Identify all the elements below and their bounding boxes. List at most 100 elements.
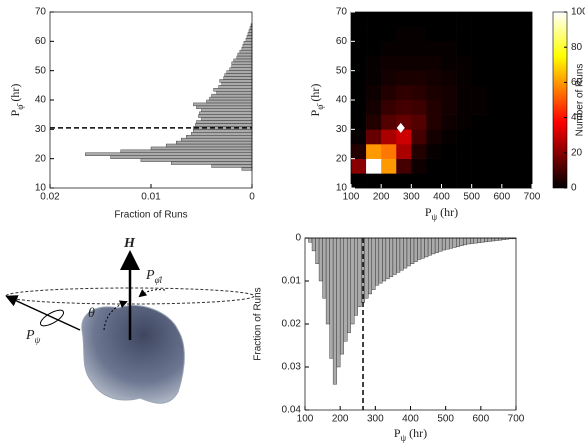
heatmap-cell [456,129,472,145]
heatmap-cell [471,114,488,130]
bar [211,93,253,98]
heatmap-cell [366,70,382,86]
y-tick-label: 10 [336,183,348,194]
bar [354,237,358,316]
heatmap-cell [411,173,427,189]
y-tick-label: 20 [336,153,348,164]
x-tick-label: 400 [433,192,450,203]
bar [236,55,253,60]
heatmap-cell [351,144,367,159]
heatmap-cell [381,56,397,71]
heatmap-cell [411,70,427,86]
bar [368,237,373,295]
p-phi-label: Pφ̄l [145,268,163,285]
bar [211,164,253,168]
bar [466,237,471,245]
heatmap-cell [381,129,397,145]
theta-label: θ [88,306,95,321]
heatmap-cell [351,158,367,174]
heatmap-cell [351,129,367,145]
heatmap-cell [486,158,503,174]
heatmap-cell [501,129,518,145]
heatmap-cell [426,70,442,86]
heatmap-cell [366,129,382,145]
heatmap-cell [351,85,367,101]
heatmap-cell [411,85,427,101]
x-axis-label: Pψ (hr) [394,426,427,443]
heatmap-cell [486,56,503,71]
label-part: P [8,109,22,116]
heatmap-cell [381,85,397,101]
y-tick-label: 0.02 [282,319,302,330]
heatmap-cell [456,173,472,189]
heatmap-cell [441,70,457,86]
bar [378,237,383,284]
y-tick-label: 70 [35,7,47,18]
x-tick-label: 0.01 [141,192,161,203]
heatmap-cell [516,70,533,86]
heatmap-cell [381,70,397,86]
heatmap-cell [501,41,518,57]
bar [311,237,316,252]
x-tick-label: 500 [437,414,454,425]
label-part: φ̄ [315,103,325,110]
colorbar-tick-label: 60 [571,77,583,88]
heatmap-cell [366,12,382,27]
bar [224,73,253,77]
colorbar-label: Number of Runs [575,64,585,137]
heatmap-cell [366,41,382,57]
p-psi-label: Pψ [25,328,41,345]
heatmap-cell [426,26,442,42]
y-tick-label: 60 [336,36,348,47]
heatmap-cell [471,41,488,57]
bar [239,49,253,54]
spin-ellipse [39,309,65,327]
heatmap-cell [396,12,412,27]
heatmap-cell [366,85,382,101]
heatmap-cell [411,114,427,130]
precession-arrow [138,289,166,298]
bar [322,237,327,299]
bar [396,237,401,273]
heatmap-cell [396,173,412,189]
heatmap-cell [501,85,518,101]
bar [480,237,485,243]
heatmap-cell [516,12,533,27]
y-tick-label: 0 [295,233,301,244]
bar [459,237,464,246]
heatmap-cell [486,70,503,86]
x-tick-label: 600 [493,192,510,203]
heatmap-cell [441,56,457,71]
bar [231,64,253,68]
label-part: P [394,426,401,440]
bar [226,70,253,74]
bar [473,237,478,244]
bar [247,32,253,36]
heatmap-cell [441,41,457,57]
y-axis-label: Fraction of Runs [253,287,264,360]
bar [343,237,348,342]
x-tick-label: 200 [373,192,390,203]
heatmap-cell [501,173,518,189]
bar [406,237,411,267]
heatmap-cell [471,129,488,145]
heatmap-cell [486,26,503,42]
bar [438,237,443,252]
heatmap-cell [441,12,457,27]
x-axis-label: Fraction of Runs [114,210,187,221]
orbit-ellipse [5,287,255,305]
y-tick-label: 70 [336,7,348,18]
x-axis-label: Pψ (hr) [425,205,458,222]
heatmap-cell [471,100,488,115]
bar [410,237,415,264]
heatmap-cell [396,129,412,145]
bar [193,129,253,133]
x-tick-label: 300 [367,414,384,425]
heatmap-cell [426,56,442,71]
heatmap-cell [471,26,488,42]
bar [242,44,253,48]
heatmap-cell [501,12,518,27]
x-tick-label: 700 [524,192,541,203]
heatmap-cell [426,41,442,57]
y-tick-label: 10 [35,183,47,194]
